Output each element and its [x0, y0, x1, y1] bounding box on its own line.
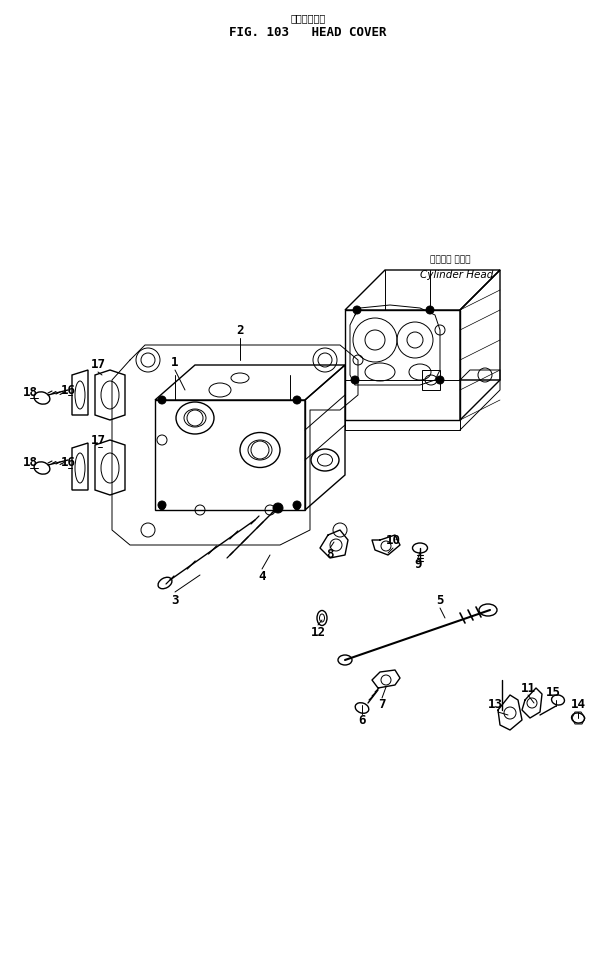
Ellipse shape	[413, 543, 428, 553]
Circle shape	[293, 501, 301, 509]
Circle shape	[158, 396, 166, 404]
Text: 2: 2	[237, 323, 244, 337]
Text: 17: 17	[91, 358, 105, 372]
Text: 7: 7	[378, 699, 386, 711]
Text: 18: 18	[23, 455, 38, 468]
Text: 8: 8	[326, 549, 334, 561]
Text: FIG. 103   HEAD COVER: FIG. 103 HEAD COVER	[229, 26, 387, 38]
Text: 3: 3	[171, 594, 179, 606]
Text: 5: 5	[436, 594, 444, 606]
Circle shape	[351, 376, 359, 384]
Ellipse shape	[34, 462, 50, 474]
Text: 13: 13	[487, 699, 503, 711]
Text: 17: 17	[91, 433, 105, 446]
Ellipse shape	[551, 695, 564, 706]
Text: ヘッドカバー: ヘッドカバー	[290, 13, 326, 23]
Ellipse shape	[355, 703, 369, 713]
Ellipse shape	[158, 577, 172, 589]
Text: 16: 16	[60, 383, 76, 397]
Text: 16: 16	[60, 455, 76, 468]
Text: 9: 9	[414, 558, 422, 572]
Circle shape	[159, 397, 165, 403]
Circle shape	[158, 501, 166, 509]
Circle shape	[294, 397, 300, 403]
Circle shape	[293, 396, 301, 404]
Text: 14: 14	[570, 699, 585, 711]
Text: 1: 1	[171, 356, 179, 368]
Ellipse shape	[572, 713, 585, 723]
Circle shape	[436, 376, 444, 384]
Text: Cylinder Head: Cylinder Head	[420, 270, 493, 280]
Text: 11: 11	[521, 682, 535, 694]
Ellipse shape	[34, 392, 50, 404]
Text: 10: 10	[386, 533, 400, 547]
Text: 12: 12	[310, 625, 325, 639]
Text: 6: 6	[359, 713, 366, 727]
Text: 4: 4	[258, 571, 265, 583]
Circle shape	[426, 306, 434, 314]
Circle shape	[273, 503, 283, 513]
Text: 18: 18	[23, 385, 38, 399]
Circle shape	[159, 504, 165, 510]
Circle shape	[294, 504, 300, 510]
Text: 15: 15	[546, 686, 561, 700]
Text: シリンダ ヘッド: シリンダ ヘッド	[430, 255, 471, 265]
Circle shape	[353, 306, 361, 314]
